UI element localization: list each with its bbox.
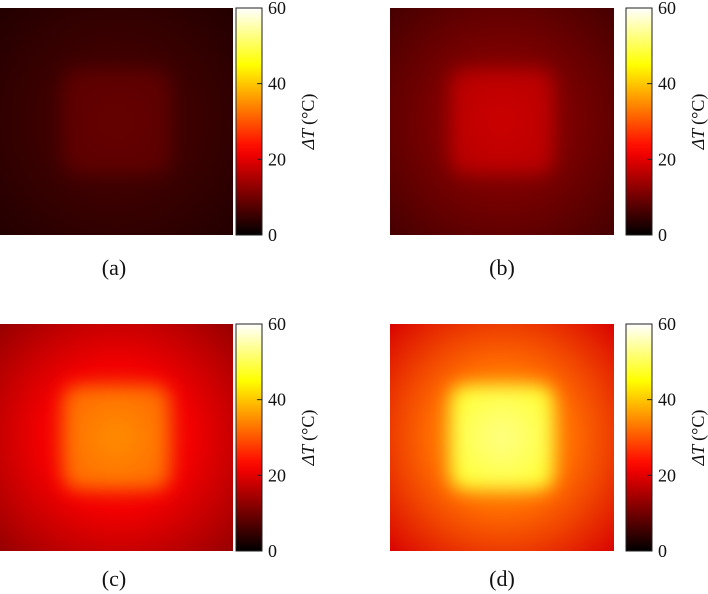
colorbar-tick-label: 60 bbox=[658, 314, 676, 334]
heatmap-panel-2: 0 20 40 60 ΔT(°C) (b) bbox=[390, 0, 708, 280]
heatmap-image bbox=[0, 8, 233, 235]
colorbar-tick-label: 0 bbox=[268, 225, 277, 245]
panel-label: (c) bbox=[102, 566, 126, 591]
heated-region bbox=[450, 69, 554, 174]
heatmap-image bbox=[390, 8, 614, 235]
heatmap-image bbox=[390, 324, 614, 551]
colorbar-tick-label: 0 bbox=[658, 541, 667, 561]
colorbar: 0 20 40 60 ΔT(°C) bbox=[625, 314, 708, 561]
colorbar: 0 20 40 60 ΔT(°C) bbox=[625, 0, 708, 245]
heated-region bbox=[62, 385, 171, 490]
heatmap-panel-1: 0 20 40 60 ΔT(°C) (a) bbox=[0, 0, 319, 280]
heatmap-panel-3: 0 20 40 60 ΔT(°C) (c) bbox=[0, 314, 319, 591]
colorbar-tick-label: 60 bbox=[658, 0, 676, 18]
heatmap-panel-4: 0 20 40 60 ΔT(°C) (d) bbox=[390, 314, 708, 591]
colorbar: 0 20 40 60 ΔT(°C) bbox=[235, 0, 319, 245]
colorbar: 0 20 40 60 ΔT(°C) bbox=[235, 314, 319, 561]
colorbar-label-symbol: ΔT bbox=[298, 127, 318, 151]
colorbar-label-unit: (°C) bbox=[298, 410, 319, 441]
colorbar-label-unit: (°C) bbox=[688, 94, 708, 125]
heated-region bbox=[62, 69, 171, 174]
colorbar-label-symbol: ΔT bbox=[298, 443, 318, 467]
colorbar-tick-label: 40 bbox=[268, 390, 286, 410]
colorbar-label-unit: (°C) bbox=[688, 410, 708, 441]
colorbar-label-symbol: ΔT bbox=[688, 127, 708, 151]
colorbar-gradient bbox=[625, 7, 653, 236]
colorbar-tick-label: 60 bbox=[268, 0, 286, 18]
panel-label: (b) bbox=[489, 255, 515, 280]
panel-label: (d) bbox=[489, 566, 515, 591]
colorbar-tick-label: 0 bbox=[268, 541, 277, 561]
panel-label: (a) bbox=[102, 255, 126, 280]
colorbar-tick-label: 20 bbox=[268, 149, 286, 169]
colorbar-tick-label: 20 bbox=[658, 149, 676, 169]
colorbar-tick-label: 20 bbox=[268, 465, 286, 485]
colorbar-label: ΔT(°C) bbox=[298, 410, 319, 467]
colorbar-tick-label: 60 bbox=[268, 314, 286, 334]
colorbar-tick-label: 0 bbox=[658, 225, 667, 245]
colorbar-label-unit: (°C) bbox=[298, 94, 319, 125]
colorbar-tick-label: 40 bbox=[658, 74, 676, 94]
heatmap-image bbox=[0, 324, 233, 551]
colorbar-label: ΔT(°C) bbox=[688, 410, 708, 467]
colorbar-gradient bbox=[235, 7, 263, 236]
colorbar-label: ΔT(°C) bbox=[688, 94, 708, 151]
colorbar-tick-label: 20 bbox=[658, 465, 676, 485]
colorbar-tick-label: 40 bbox=[268, 74, 286, 94]
heated-region bbox=[450, 385, 554, 490]
colorbar-label-symbol: ΔT bbox=[688, 443, 708, 467]
colorbar-gradient bbox=[235, 323, 263, 552]
colorbar-label: ΔT(°C) bbox=[298, 94, 319, 151]
colorbar-gradient bbox=[625, 323, 653, 552]
colorbar-tick-label: 40 bbox=[658, 390, 676, 410]
